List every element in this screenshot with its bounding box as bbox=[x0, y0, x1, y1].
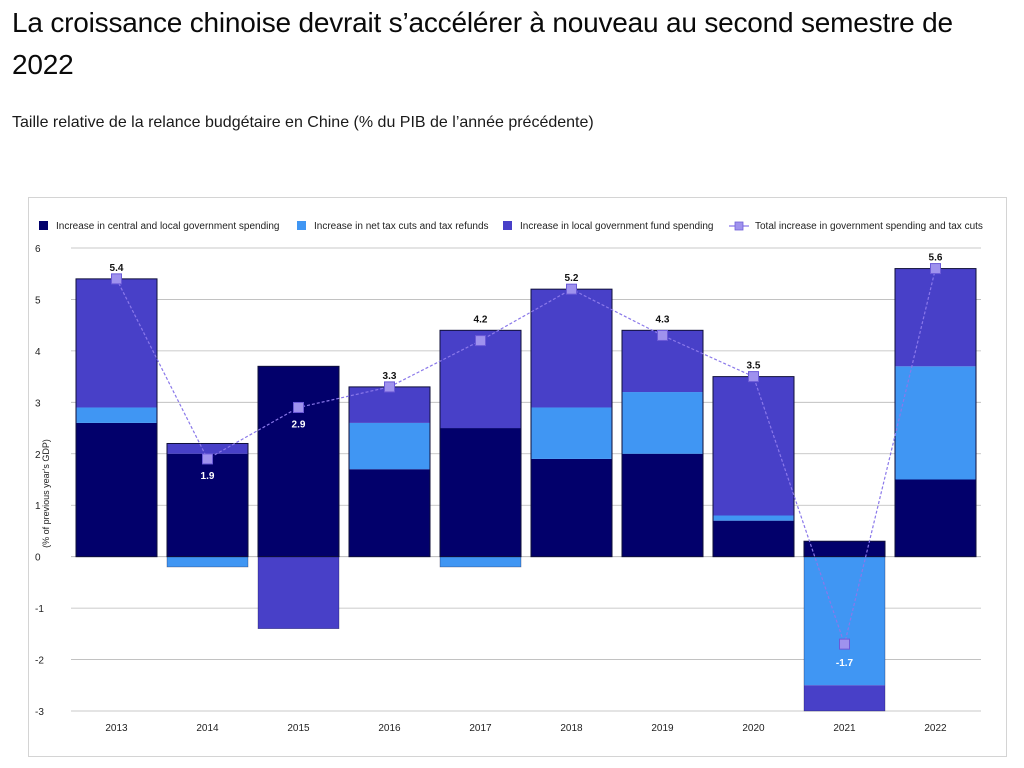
total-marker-2018 bbox=[566, 283, 577, 295]
y-tick-label: 6 bbox=[35, 244, 41, 255]
x-tick-label: 2020 bbox=[742, 723, 765, 734]
bar-central-spending-2019 bbox=[622, 453, 703, 557]
total-value-label: 2.9 bbox=[292, 419, 306, 430]
x-tick-label: 2019 bbox=[651, 723, 674, 734]
x-tick-label: 2022 bbox=[924, 723, 947, 734]
bar-fund-spending-2017 bbox=[440, 330, 521, 429]
total-value-label: 1.9 bbox=[201, 471, 215, 482]
stimulus-chart: Increase in central and local government… bbox=[35, 221, 983, 734]
bar-central-spending-2020 bbox=[713, 520, 794, 557]
bar-central-spending-2013 bbox=[76, 422, 157, 557]
legend-central-spending-swatch bbox=[39, 221, 48, 230]
bar-outline-neg-2021 bbox=[803, 556, 886, 712]
y-tick-label: 5 bbox=[35, 295, 41, 306]
total-value-label: 3.5 bbox=[747, 361, 761, 372]
legend-total-marker bbox=[734, 221, 744, 231]
x-tick-label: 2017 bbox=[469, 723, 492, 734]
bar-central-spending-2022 bbox=[895, 479, 976, 557]
bar-central-spending-2017 bbox=[440, 428, 521, 557]
bar-fund-spending-2018 bbox=[531, 289, 612, 408]
total-value-label: 4.2 bbox=[474, 314, 488, 325]
total-marker-2013 bbox=[111, 273, 122, 285]
y-tick-label: -3 bbox=[35, 707, 44, 718]
y-tick-label: 1 bbox=[35, 501, 41, 512]
y-tick-label: 4 bbox=[35, 347, 41, 358]
bar-central-spending-2021 bbox=[804, 541, 885, 557]
total-marker-2015 bbox=[293, 401, 304, 413]
y-tick-label: -2 bbox=[35, 656, 44, 667]
bar-central-spending-2015 bbox=[258, 366, 339, 557]
bar-fund-spending-2013 bbox=[76, 278, 157, 408]
bar-tax-cuts-2014 bbox=[167, 556, 248, 567]
bar-tax-cuts-2018 bbox=[531, 407, 612, 459]
bar-outline-neg-2015 bbox=[257, 556, 340, 629]
bar-central-spending-2018 bbox=[531, 458, 612, 557]
x-tick-label: 2015 bbox=[287, 723, 310, 734]
legend-fund-spending-swatch bbox=[503, 221, 512, 230]
legend-tax-cuts-label: Increase in net tax cuts and tax refunds bbox=[314, 221, 489, 232]
legend-total-label: Total increase in government spending an… bbox=[755, 221, 983, 232]
page-title: La croissance chinoise devrait s’accélér… bbox=[12, 7, 953, 80]
bar-tax-cuts-2019 bbox=[622, 392, 703, 454]
bar-outline-neg-2014 bbox=[166, 556, 249, 568]
y-tick-label: -1 bbox=[35, 604, 44, 615]
chart-container: Increase in central and local government… bbox=[28, 197, 1007, 757]
x-tick-label: 2013 bbox=[105, 723, 128, 734]
chart-subtitle: Taille relative de la relance budgétaire… bbox=[12, 114, 594, 131]
bar-tax-cuts-2020 bbox=[713, 515, 794, 521]
legend-tax-cuts-swatch bbox=[297, 221, 306, 230]
x-tick-label: 2021 bbox=[833, 723, 856, 734]
total-marker-2022 bbox=[930, 263, 941, 275]
y-tick-label: 0 bbox=[35, 553, 41, 564]
total-value-label: 4.3 bbox=[656, 314, 670, 325]
bar-tax-cuts-2021 bbox=[804, 556, 885, 686]
bar-tax-cuts-2022 bbox=[895, 366, 976, 480]
total-value-label: 5.2 bbox=[565, 273, 579, 284]
bar-tax-cuts-2013 bbox=[76, 407, 157, 423]
bar-fund-spending-2015 bbox=[258, 556, 339, 629]
total-marker-2017 bbox=[475, 335, 486, 347]
bar-central-spending-2014 bbox=[167, 453, 248, 557]
bar-fund-spending-2014 bbox=[167, 443, 248, 454]
x-tick-label: 2016 bbox=[378, 723, 401, 734]
bar-fund-spending-2022 bbox=[895, 268, 976, 367]
total-marker-2019 bbox=[657, 329, 668, 341]
total-marker-2014 bbox=[202, 453, 213, 465]
total-marker-2016 bbox=[384, 381, 395, 393]
bar-tax-cuts-2016 bbox=[349, 422, 430, 470]
x-tick-label: 2014 bbox=[196, 723, 219, 734]
total-value-label: -1.7 bbox=[836, 658, 854, 669]
y-tick-label: 3 bbox=[35, 398, 41, 409]
bar-fund-spending-2020 bbox=[713, 376, 794, 516]
total-value-label: 3.3 bbox=[383, 371, 397, 382]
bar-outline-neg-2017 bbox=[439, 556, 522, 568]
bar-tax-cuts-2017 bbox=[440, 556, 521, 567]
bar-central-spending-2016 bbox=[349, 469, 430, 557]
total-marker-2020 bbox=[748, 371, 759, 383]
bar-fund-spending-2021 bbox=[804, 685, 885, 711]
total-marker-2021 bbox=[839, 638, 850, 650]
total-value-label: 5.4 bbox=[110, 263, 124, 274]
y-tick-label: 2 bbox=[35, 450, 41, 461]
y-axis-label: (% of previous year's GDP) bbox=[41, 439, 51, 548]
legend-fund-spending-label: Increase in local government fund spendi… bbox=[520, 221, 713, 232]
x-tick-label: 2018 bbox=[560, 723, 583, 734]
legend-central-spending-label: Increase in central and local government… bbox=[56, 221, 279, 232]
total-value-label: 5.6 bbox=[929, 253, 943, 264]
